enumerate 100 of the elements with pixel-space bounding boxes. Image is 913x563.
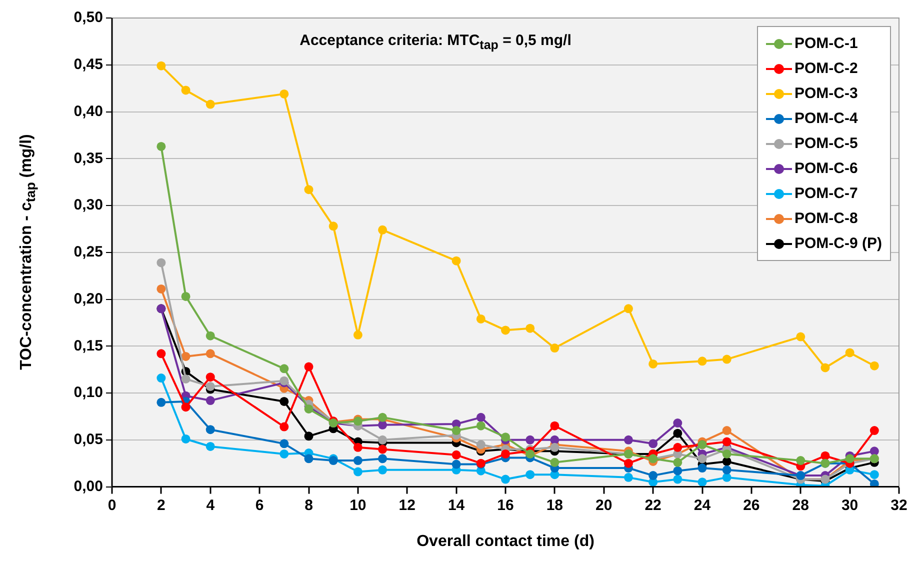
point [280, 449, 289, 458]
point [280, 89, 289, 98]
point [698, 454, 707, 464]
x-tick-label: 0 [108, 496, 116, 514]
point [624, 304, 633, 314]
point [304, 454, 314, 464]
point [304, 432, 314, 441]
point [206, 372, 215, 382]
point [624, 435, 633, 444]
point [476, 412, 486, 422]
point [673, 428, 682, 438]
point [526, 470, 535, 480]
point [206, 442, 215, 451]
point [476, 440, 486, 450]
point [378, 444, 388, 454]
y-tick-label: 0,25 [74, 244, 103, 261]
point [328, 222, 338, 231]
point [870, 446, 879, 456]
point [624, 458, 633, 468]
point [870, 470, 879, 480]
legend-label: POM-C-7 [794, 185, 858, 202]
x-tick-label: 2 [157, 496, 166, 514]
x-tick-label: 20 [596, 496, 612, 514]
point [698, 356, 707, 366]
point [452, 460, 461, 469]
point [156, 284, 166, 294]
point [648, 471, 658, 480]
point [156, 374, 166, 383]
point [870, 479, 879, 487]
point [722, 472, 732, 482]
y-tick-label: 0,45 [74, 56, 103, 74]
point [353, 442, 362, 452]
point [820, 363, 830, 372]
point [648, 439, 658, 448]
point [206, 425, 215, 434]
y-tick-label: 0,30 [74, 196, 103, 214]
y-tick-label: 0,05 [74, 431, 103, 448]
point [304, 185, 314, 194]
legend-label: POM-C-6 [794, 160, 858, 177]
point [870, 426, 879, 436]
point [206, 331, 215, 340]
x-tick-label: 22 [644, 496, 662, 514]
point [501, 449, 510, 458]
point [304, 362, 314, 372]
x-tick-label: 4 [206, 496, 216, 514]
point [476, 314, 486, 324]
point [550, 421, 560, 430]
x-axis-title: Overall contact time (d) [416, 532, 594, 550]
x-tick-label: 26 [743, 496, 760, 514]
legend-label: POM-C-3 [794, 85, 858, 102]
legend-label: POM-C-9 (P) [794, 235, 882, 252]
point [181, 402, 190, 412]
point [501, 326, 510, 335]
point [353, 467, 362, 476]
point [156, 349, 166, 358]
point [280, 364, 289, 374]
point [673, 442, 682, 452]
point [722, 449, 732, 458]
x-tick-label: 12 [398, 496, 416, 514]
legend-label: POM-C-1 [794, 35, 858, 52]
point [181, 352, 190, 361]
y-tick-label: 0,40 [74, 102, 103, 120]
point [156, 258, 166, 268]
x-tick-label: 10 [350, 496, 366, 514]
point [698, 478, 707, 487]
point [820, 451, 830, 460]
point [722, 437, 732, 446]
point [206, 349, 215, 358]
point [526, 435, 535, 444]
point [280, 396, 289, 406]
y-tick-label: 0,50 [74, 9, 103, 26]
x-tick-label: 32 [890, 496, 908, 514]
y-tick-label: 0,35 [74, 150, 103, 167]
x-tick-label: 24 [694, 496, 712, 514]
point [796, 332, 806, 342]
point [280, 422, 289, 432]
point [156, 142, 166, 151]
legend-label: POM-C-8 [794, 210, 858, 227]
point [156, 61, 166, 70]
legend-label: POM-C-4 [794, 110, 858, 127]
annotation: Acceptance criteria: MTC$_{tap}$ = 0,5 mg/l [300, 32, 572, 52]
point [845, 348, 854, 358]
y-tick-label: 0,10 [74, 384, 103, 402]
point [181, 374, 190, 384]
point [181, 86, 190, 95]
y-tick-label: 0,15 [74, 337, 103, 354]
point [181, 292, 190, 301]
point [476, 421, 486, 430]
x-tick-label: 18 [546, 496, 564, 514]
x-tick-label: 28 [792, 496, 809, 514]
x-tick-label: 30 [841, 496, 858, 514]
point [501, 432, 510, 442]
x-tick-label: 16 [497, 496, 514, 514]
x-tick-label: 6 [255, 496, 264, 514]
point [378, 454, 388, 464]
point [206, 382, 215, 391]
point [378, 435, 388, 444]
point [870, 361, 879, 370]
point [304, 404, 314, 414]
point [624, 472, 633, 482]
